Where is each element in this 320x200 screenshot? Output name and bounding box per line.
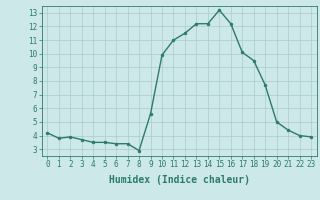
X-axis label: Humidex (Indice chaleur): Humidex (Indice chaleur) bbox=[109, 175, 250, 185]
